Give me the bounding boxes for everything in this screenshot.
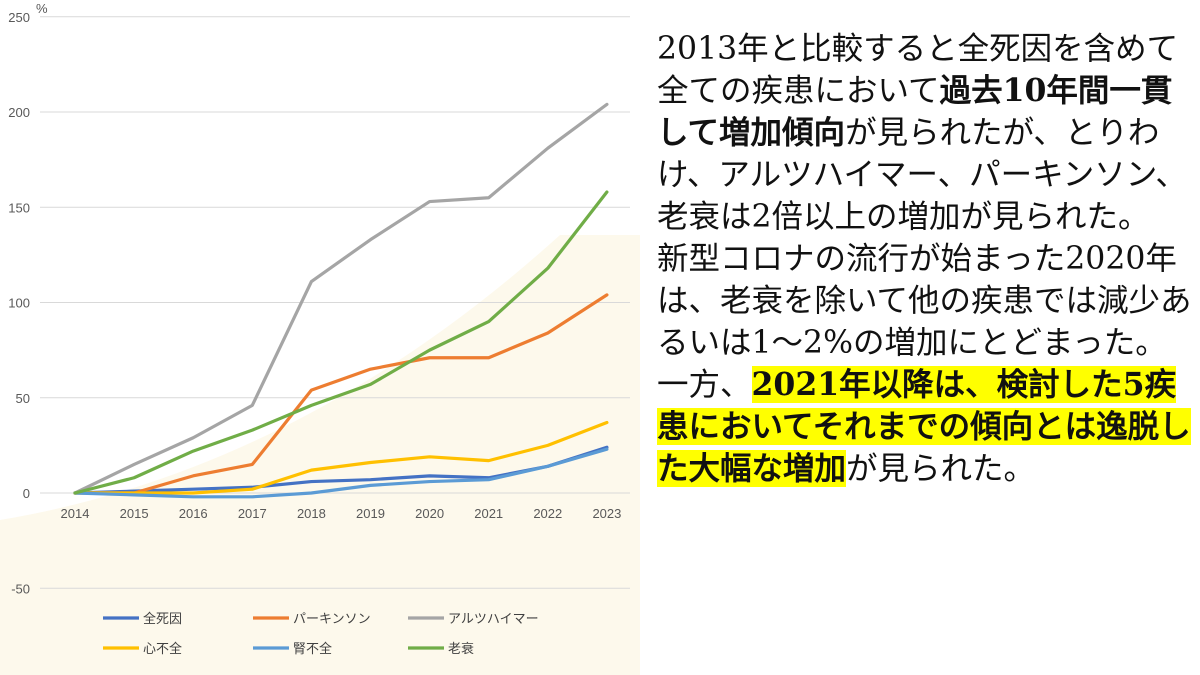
y-tick-label: 100 bbox=[8, 296, 30, 311]
chart-series bbox=[73, 102, 609, 499]
y-tick-label: -50 bbox=[11, 581, 30, 596]
x-tick-label: 2018 bbox=[297, 506, 326, 521]
legend-label: 心不全 bbox=[143, 641, 182, 656]
commentary-text: 2013年と比較すると全死因を含めて全ての疾患において過去10年間一貫して増加傾… bbox=[657, 28, 1192, 490]
commentary-paragraph-1: 2013年と比較すると全死因を含めて全ての疾患において過去10年間一貫して増加傾… bbox=[657, 31, 1187, 235]
series-line-1 bbox=[73, 293, 609, 495]
y-tick-label: 250 bbox=[8, 10, 30, 25]
cream-background-wave bbox=[0, 235, 640, 675]
x-tick-label: 2017 bbox=[238, 506, 267, 521]
x-tick-label: 2022 bbox=[533, 506, 562, 521]
y-axis-unit: % bbox=[36, 1, 48, 16]
legend-label: アルツハイマー bbox=[448, 611, 539, 626]
series-line-2 bbox=[73, 102, 609, 495]
x-axis-ticks: 2014 2015 2016 2017 2018 2019 2020 2021 2022 2023 bbox=[61, 506, 622, 521]
x-tick-label: 2021 bbox=[474, 506, 503, 521]
series-line-3 bbox=[73, 420, 609, 495]
series-line-5 bbox=[73, 190, 609, 495]
commentary-emphasis: 過去10年間一貫して増加傾向 bbox=[657, 72, 1173, 151]
x-tick-label: 2020 bbox=[415, 506, 444, 521]
commentary-paragraph-3: 一方、2021年以降は、検討した5疾患においてそれまでの傾向とは逸脱した大幅な増… bbox=[657, 366, 1191, 487]
y-tick-label: 50 bbox=[16, 391, 30, 406]
x-tick-label: 2015 bbox=[120, 506, 149, 521]
x-tick-label: 2014 bbox=[61, 506, 90, 521]
y-tick-label: 0 bbox=[23, 486, 30, 501]
chart-gridlines bbox=[40, 16, 630, 589]
legend-label: 全死因 bbox=[143, 611, 182, 626]
x-tick-label: 2019 bbox=[356, 506, 385, 521]
legend-label: 老衰 bbox=[448, 641, 474, 656]
y-axis-ticks: -50 0 50 100 150 200 250 bbox=[8, 10, 30, 597]
series-line-4 bbox=[73, 447, 609, 499]
y-tick-label: 150 bbox=[8, 200, 30, 215]
commentary-paragraph-2: 新型コロナの流行が始まった2020年は、老衰を除いて他の疾患では減少あるいは1～… bbox=[657, 241, 1192, 361]
y-tick-label: 200 bbox=[8, 105, 30, 120]
legend-label: パーキンソン bbox=[293, 611, 371, 626]
x-tick-label: 2023 bbox=[592, 506, 621, 521]
x-tick-label: 2016 bbox=[179, 506, 208, 521]
legend-label: 腎不全 bbox=[293, 641, 332, 656]
